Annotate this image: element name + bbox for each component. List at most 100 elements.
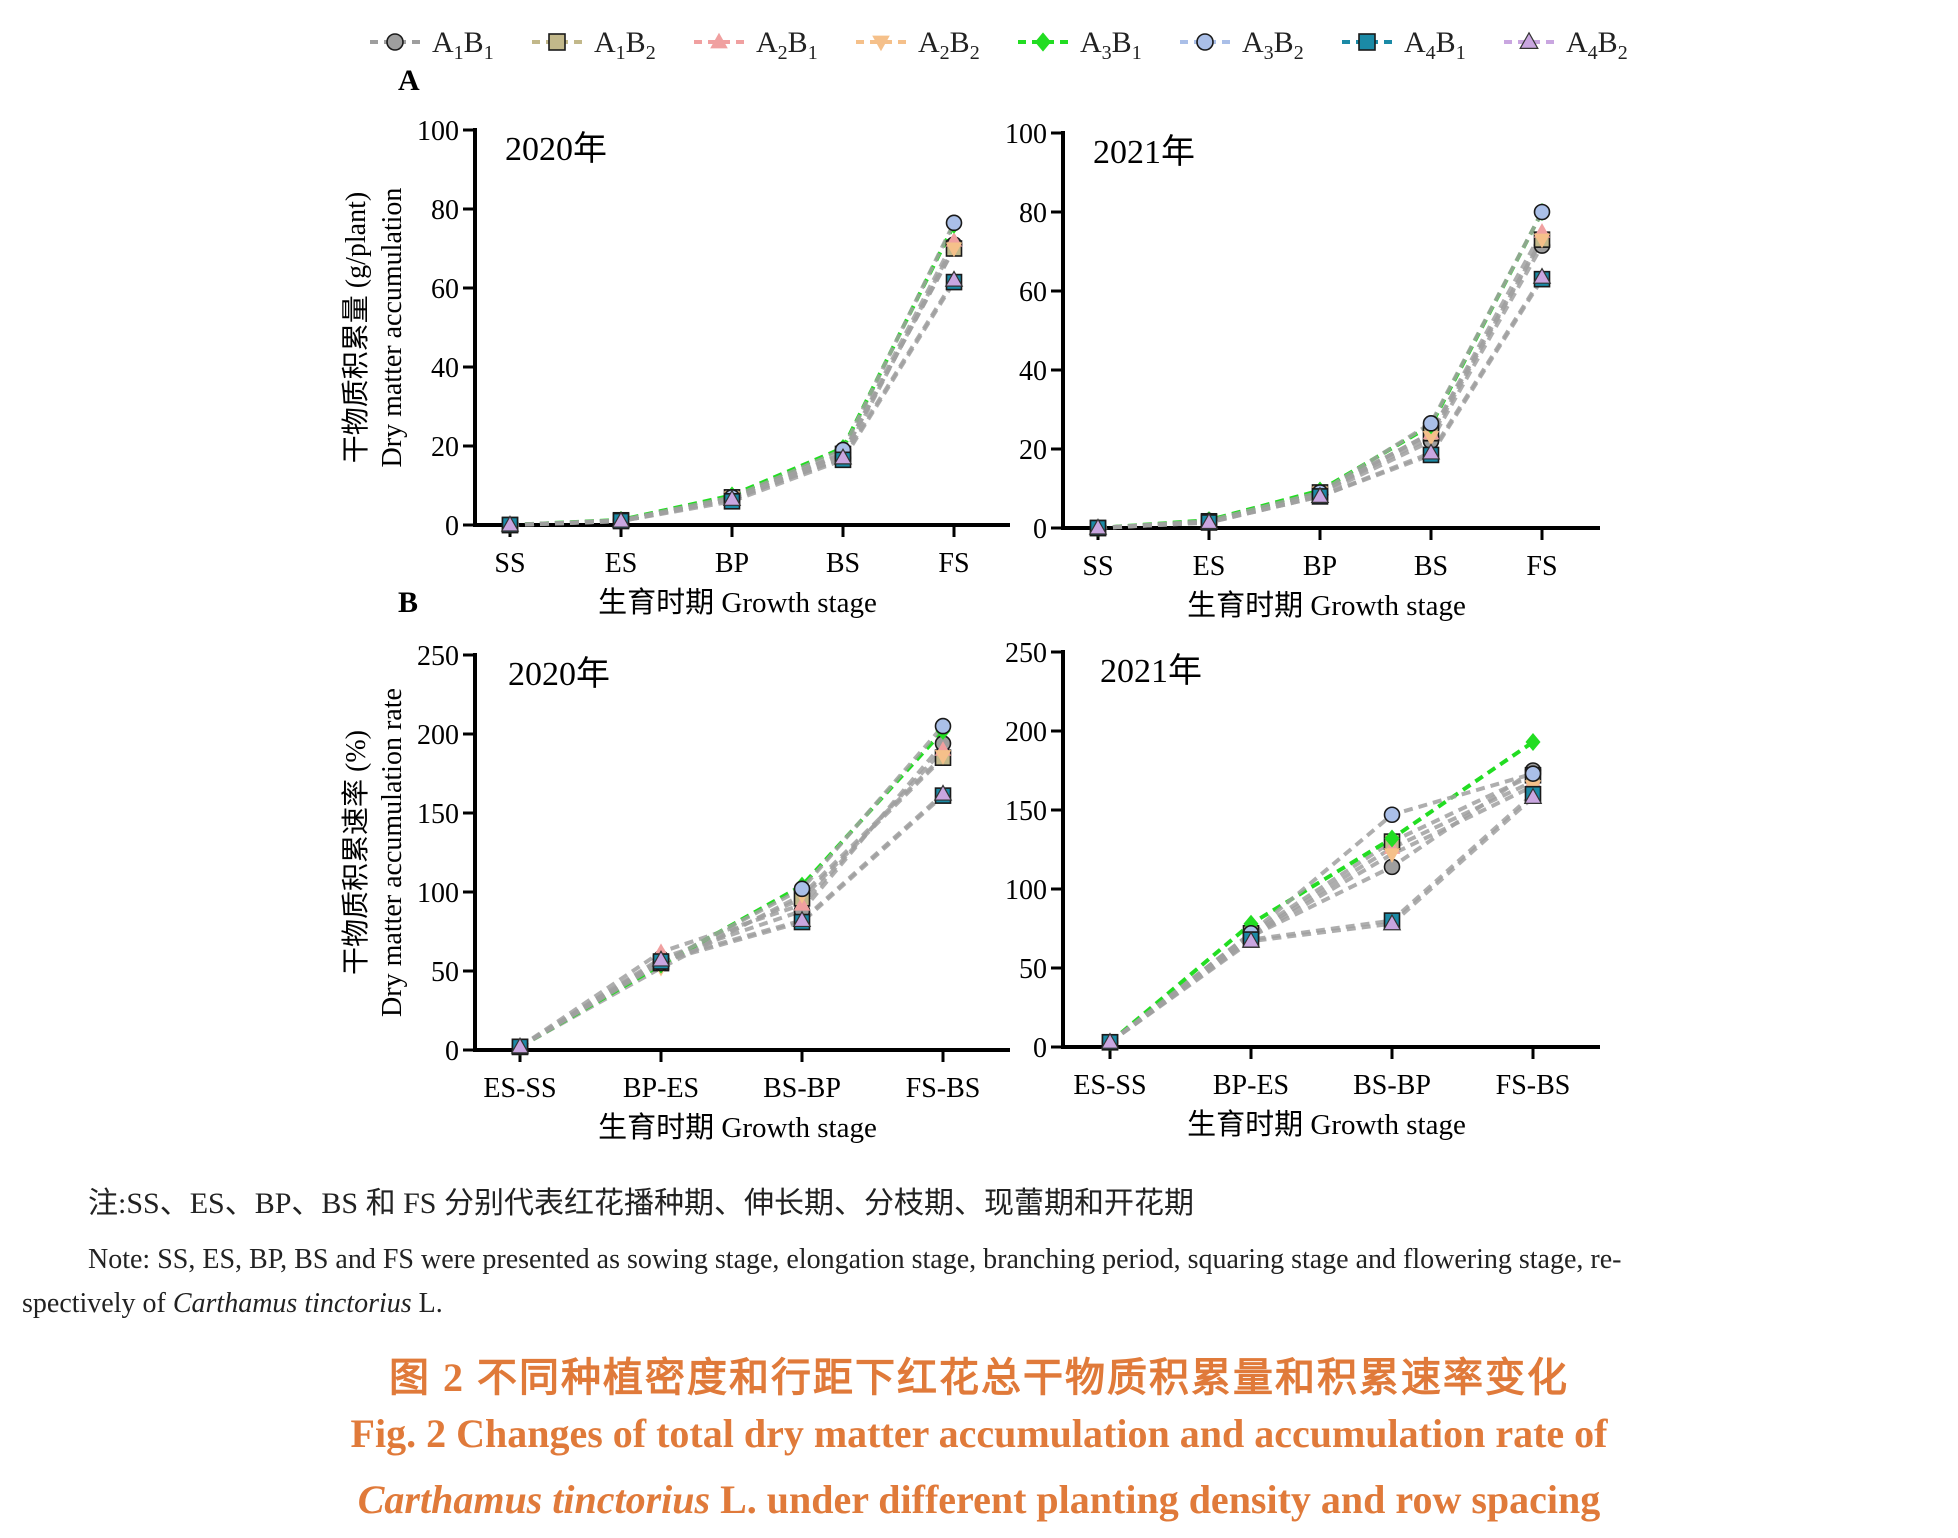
data-point bbox=[1383, 806, 1401, 824]
data-point bbox=[833, 448, 853, 465]
x-tick-label: ES bbox=[1193, 551, 1226, 582]
data-point bbox=[1383, 848, 1401, 863]
series-line bbox=[1108, 773, 1534, 1044]
series-line bbox=[1108, 779, 1534, 1044]
legend-marker-icon bbox=[1196, 33, 1214, 51]
legend-label: A4B2 bbox=[1566, 26, 1628, 64]
data-point bbox=[1241, 931, 1261, 948]
series-line bbox=[1108, 795, 1535, 1044]
series-line bbox=[1108, 740, 1535, 1044]
series-line bbox=[518, 729, 945, 1049]
y-tick-label: 100 bbox=[1005, 119, 1047, 150]
series-line bbox=[518, 742, 945, 1049]
legend-item: A4B1 bbox=[1342, 26, 1466, 64]
data-point bbox=[1382, 913, 1402, 931]
data-point bbox=[611, 511, 631, 528]
data-point bbox=[933, 784, 953, 801]
y-tick-label: 0 bbox=[1033, 514, 1047, 545]
data-point bbox=[1533, 203, 1551, 221]
legend-label: A3B2 bbox=[1242, 26, 1304, 64]
x-tick-label: SS bbox=[1082, 551, 1113, 582]
y-tick-label: 50 bbox=[431, 957, 459, 988]
data-point bbox=[1384, 829, 1400, 848]
x-axis-label: 生育时期 Growth stage bbox=[598, 586, 877, 619]
y-tick-label: 0 bbox=[1033, 1033, 1047, 1064]
legend-marker-icon bbox=[1358, 33, 1376, 51]
y-tick-label: 200 bbox=[1005, 717, 1047, 748]
panel-year-label: 2021年 bbox=[1093, 133, 1195, 171]
data-point bbox=[792, 910, 812, 928]
chart-a-2020: 0 20 40 60 80 100 SS ES BP BS FS 生育时期 Growth stage 2… bbox=[340, 116, 1010, 619]
legend-marker-icon bbox=[1519, 31, 1539, 50]
legend-subscript: 3 bbox=[1102, 42, 1112, 64]
series-line bbox=[1097, 211, 1544, 530]
x-tick-label: FS-BS bbox=[1496, 1070, 1571, 1101]
x-tick-label: ES-SS bbox=[1073, 1070, 1146, 1101]
data-point bbox=[1533, 233, 1551, 249]
series-line bbox=[1097, 211, 1544, 530]
legend-text: A bbox=[1080, 26, 1102, 59]
legend-marker-icon bbox=[386, 33, 404, 51]
legend-label: A1B2 bbox=[594, 26, 656, 64]
legend-label: A1B1 bbox=[432, 26, 494, 64]
legend-subscript: 1 bbox=[616, 42, 626, 64]
series-line bbox=[1108, 771, 1534, 1044]
y-tick-label: 40 bbox=[431, 353, 459, 384]
x-tick-label: BS bbox=[826, 548, 860, 579]
data-point bbox=[944, 270, 964, 287]
caption-english-line1: Fig. 2 Changes of total dry matter accum… bbox=[350, 1411, 1608, 1456]
legend-text: B bbox=[1598, 26, 1618, 59]
data-point bbox=[1100, 1032, 1120, 1049]
y-axis-label-cn: 干物质积累速率 (%) bbox=[340, 730, 372, 975]
data-point bbox=[510, 1036, 530, 1054]
series-line bbox=[518, 794, 945, 1049]
note-en2-post: L. bbox=[411, 1288, 443, 1319]
y-tick-label: 200 bbox=[417, 720, 459, 751]
legend-item: A2B2 bbox=[856, 26, 980, 64]
legend-text: B bbox=[1436, 26, 1456, 59]
data-point bbox=[1532, 267, 1552, 284]
legend-text: A bbox=[1242, 26, 1264, 59]
legend-text: B bbox=[626, 26, 646, 59]
legend-text: A bbox=[918, 26, 940, 59]
y-tick-label: 0 bbox=[445, 1036, 459, 1067]
caption-chinese: 图 2 不同种植密度和行距下红花总干物质积累量和积累速率变化 bbox=[389, 1355, 1569, 1400]
data-point bbox=[1199, 512, 1219, 530]
data-point bbox=[1422, 431, 1440, 446]
legend-subscript: 2 bbox=[940, 42, 950, 64]
x-tick-label: SS bbox=[494, 548, 525, 579]
legend: A1B1 A1B2 A2B1 A2B2 A3B1 A3B2 A4B1 A4B2 bbox=[370, 26, 1628, 64]
legend-text: B bbox=[788, 26, 808, 59]
y-tick-label: 0 bbox=[445, 511, 459, 542]
legend-text: B bbox=[950, 26, 970, 59]
x-tick-label: BP-ES bbox=[1213, 1070, 1289, 1101]
legend-subscript: 4 bbox=[1588, 42, 1598, 64]
legend-subscript: 1 bbox=[1132, 42, 1142, 64]
data-point bbox=[1524, 765, 1542, 782]
y-tick-label: 80 bbox=[431, 195, 459, 226]
caption-en2-post: L. under different planting density and … bbox=[710, 1477, 1601, 1522]
data-point bbox=[1422, 415, 1440, 432]
legend-item: A1B2 bbox=[532, 26, 656, 64]
data-point bbox=[945, 214, 963, 232]
panel-year-label: 2020年 bbox=[508, 655, 610, 693]
data-point bbox=[1310, 486, 1330, 503]
legend-text: A bbox=[1404, 26, 1426, 59]
series-line bbox=[1108, 792, 1535, 1044]
data-point bbox=[500, 515, 520, 532]
legend-item: A3B2 bbox=[1180, 26, 1304, 64]
data-point bbox=[934, 717, 952, 735]
y-axis-label-en: Dry matter accumulation rate bbox=[377, 688, 408, 1017]
data-point bbox=[1088, 518, 1108, 535]
series-line bbox=[509, 223, 956, 527]
y-tick-label: 250 bbox=[1005, 638, 1047, 669]
y-tick-label: 20 bbox=[431, 432, 459, 463]
y-tick-label: 60 bbox=[431, 274, 459, 305]
y-tick-label: 100 bbox=[1005, 875, 1047, 906]
panel-year-label: 2021年 bbox=[1100, 652, 1202, 690]
legend-subscript: 2 bbox=[1618, 42, 1628, 64]
legend-subscript: 4 bbox=[1426, 42, 1436, 64]
x-tick-label: BP-ES bbox=[623, 1073, 699, 1104]
y-tick-label: 250 bbox=[417, 641, 459, 672]
legend-subscript: 1 bbox=[808, 42, 818, 64]
